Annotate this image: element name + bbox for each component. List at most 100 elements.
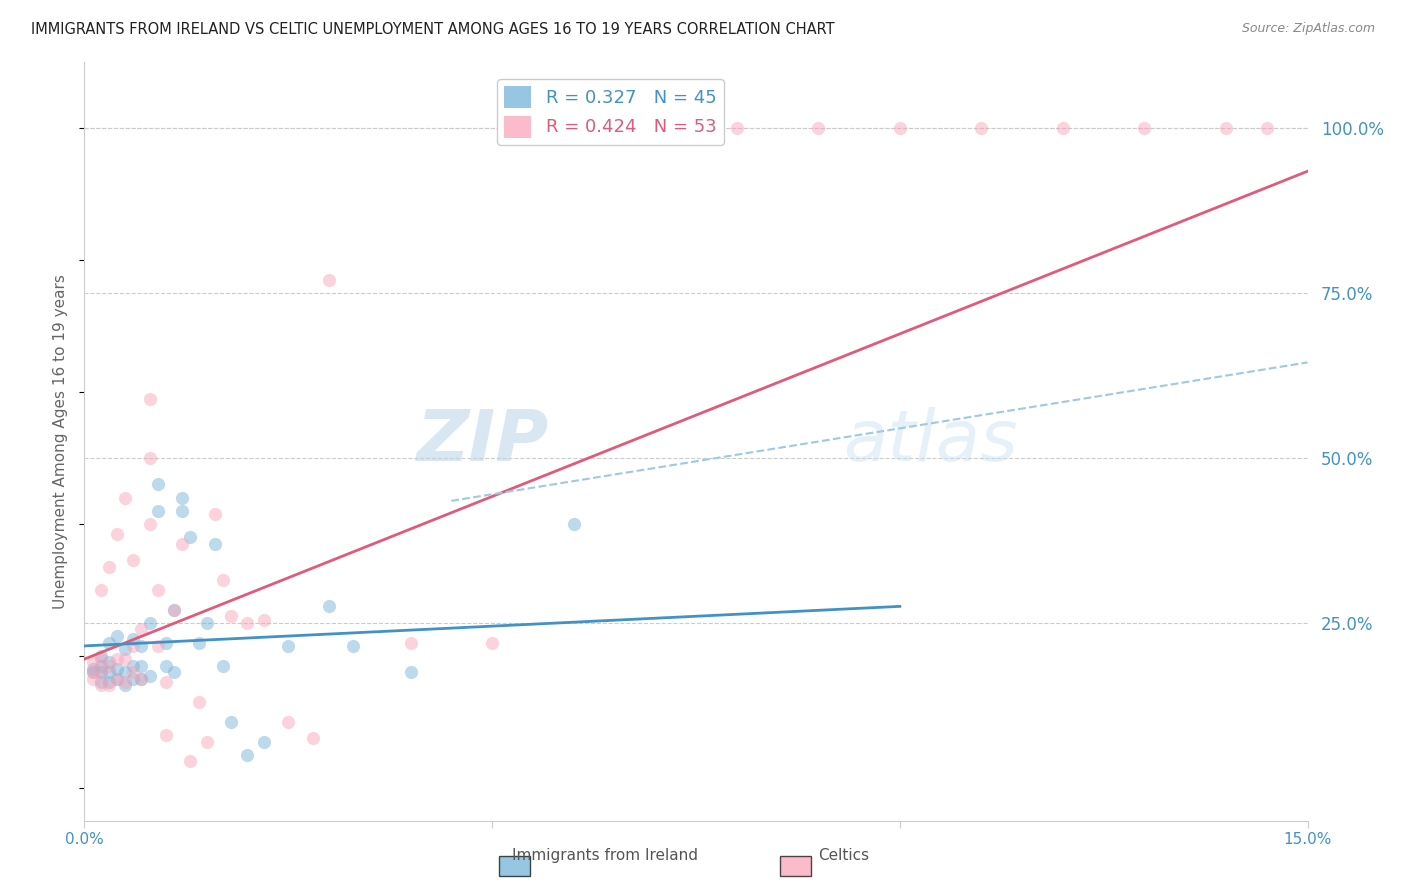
Point xyxy=(97,635,120,649)
Point xyxy=(131,623,153,637)
Point xyxy=(179,530,201,544)
Point xyxy=(562,516,585,531)
Point xyxy=(90,648,112,663)
Point xyxy=(146,477,169,491)
Point xyxy=(277,714,299,729)
Point xyxy=(90,675,112,690)
Point xyxy=(90,658,112,673)
Point xyxy=(399,665,422,680)
Point xyxy=(90,652,112,666)
Point xyxy=(172,537,194,551)
Point xyxy=(82,665,104,680)
Point xyxy=(131,672,153,686)
Point xyxy=(122,639,145,653)
Point xyxy=(195,615,218,630)
Point xyxy=(807,121,830,136)
Point xyxy=(97,678,120,692)
Point xyxy=(138,668,160,682)
Point xyxy=(318,273,340,287)
Point xyxy=(399,635,422,649)
Point xyxy=(889,121,911,136)
Point xyxy=(131,672,153,686)
Point xyxy=(163,602,186,616)
Point xyxy=(105,672,128,686)
Point xyxy=(82,665,104,680)
Point xyxy=(212,658,235,673)
Point xyxy=(179,754,201,768)
Point xyxy=(146,504,169,518)
Point xyxy=(195,734,218,748)
Point xyxy=(138,392,160,406)
Point xyxy=(212,573,235,587)
Point xyxy=(1256,121,1278,136)
Point xyxy=(146,582,169,597)
Y-axis label: Unemployment Among Ages 16 to 19 years: Unemployment Among Ages 16 to 19 years xyxy=(53,274,69,609)
Point xyxy=(342,639,364,653)
Point xyxy=(644,121,666,136)
Point xyxy=(146,639,169,653)
Point xyxy=(97,675,120,690)
Legend: R = 0.327   N = 45, R = 0.424   N = 53: R = 0.327 N = 45, R = 0.424 N = 53 xyxy=(498,79,724,145)
Point xyxy=(97,656,120,670)
Point xyxy=(114,642,136,657)
Point xyxy=(204,537,226,551)
Point xyxy=(122,553,145,567)
Point xyxy=(131,658,153,673)
Point xyxy=(114,678,136,692)
Point xyxy=(90,582,112,597)
Point xyxy=(725,121,748,136)
Text: Celtics: Celtics xyxy=(818,848,869,863)
Point xyxy=(155,635,177,649)
Point xyxy=(187,695,209,709)
Text: atlas: atlas xyxy=(842,407,1018,476)
Point xyxy=(301,731,323,746)
Point xyxy=(970,121,993,136)
Point xyxy=(122,658,145,673)
Text: Source: ZipAtlas.com: Source: ZipAtlas.com xyxy=(1241,22,1375,36)
Point xyxy=(105,629,128,643)
Point xyxy=(82,656,104,670)
Point xyxy=(253,734,276,748)
Point xyxy=(105,652,128,666)
Point xyxy=(114,675,136,690)
Point xyxy=(90,678,112,692)
Point xyxy=(97,658,120,673)
Point xyxy=(1133,121,1156,136)
Point xyxy=(105,662,128,676)
Point xyxy=(90,665,112,680)
Point xyxy=(82,662,104,676)
Point xyxy=(253,613,276,627)
Point xyxy=(82,672,104,686)
Point xyxy=(90,665,112,680)
Point xyxy=(1052,121,1074,136)
Point xyxy=(155,728,177,742)
Point xyxy=(318,599,340,614)
Point xyxy=(219,609,242,624)
Point xyxy=(562,121,585,136)
Point xyxy=(155,675,177,690)
Point xyxy=(155,658,177,673)
Point xyxy=(138,516,160,531)
Point xyxy=(97,665,120,680)
Point xyxy=(105,672,128,686)
Point xyxy=(204,507,226,521)
Point xyxy=(236,747,259,762)
Point xyxy=(105,526,128,541)
Point xyxy=(138,615,160,630)
Text: ZIP: ZIP xyxy=(418,407,550,476)
Point xyxy=(1215,121,1237,136)
Point xyxy=(481,635,503,649)
Point xyxy=(163,665,186,680)
Point xyxy=(236,615,259,630)
Point xyxy=(172,491,194,505)
Point xyxy=(187,635,209,649)
Point xyxy=(97,559,120,574)
Point xyxy=(114,665,136,680)
Point xyxy=(172,504,194,518)
Point xyxy=(122,665,145,680)
Point xyxy=(122,672,145,686)
Point xyxy=(219,714,242,729)
Text: Immigrants from Ireland: Immigrants from Ireland xyxy=(512,848,697,863)
Point xyxy=(138,450,160,465)
Point xyxy=(277,639,299,653)
